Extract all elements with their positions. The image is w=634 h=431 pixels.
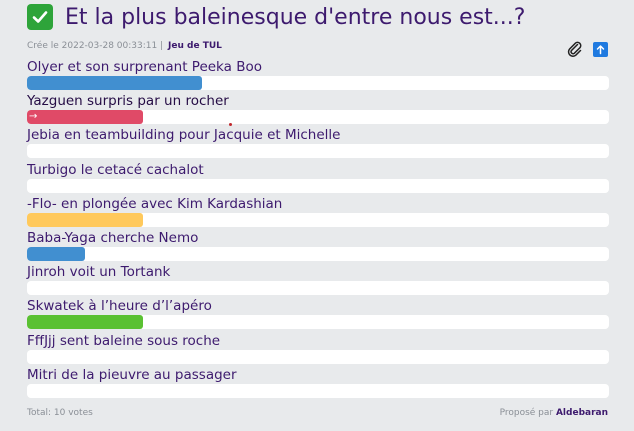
arrow-right-icon: → [29, 111, 38, 123]
poll-meta: Crée le 2022-03-28 00:33:11 | Jeu de TUL [27, 41, 222, 51]
vote-bar-track [27, 315, 609, 330]
vote-bar-track [27, 349, 609, 364]
marker-dot [229, 123, 232, 126]
game-author[interactable]: Jeu de TUL [168, 41, 222, 51]
poll-proposer: Proposé par Aldebaran [500, 408, 608, 418]
vote-bar-fill [27, 246, 85, 261]
vote-bar-fill [27, 315, 143, 330]
poll-option[interactable]: Olyer et son surprenant Peeka Boo [27, 58, 609, 92]
vote-bar-fill [27, 110, 143, 125]
poll-options: Olyer et son surprenant Peeka Boo Yazguen… [27, 58, 609, 400]
poll-option[interactable]: Jebia en teambuilding pour Jacquie et Mi… [27, 126, 609, 160]
vote-bar-track [27, 383, 609, 398]
vote-bar-track [27, 212, 609, 227]
vote-bar-track [27, 76, 609, 90]
poll-tools [567, 41, 608, 57]
vote-bar-track [27, 178, 609, 193]
proposer-name[interactable]: Aldebaran [555, 408, 608, 418]
option-label: Mitri de la pieuvre au passager [27, 366, 237, 383]
paperclip-icon[interactable] [567, 41, 583, 57]
vote-bar-track [27, 281, 609, 296]
poll-option[interactable]: FffJjj sent baleine sous roche [27, 332, 609, 366]
poll-option[interactable]: -Flo- en plongée avec Kim Kardashian [27, 195, 609, 229]
option-label: Turbigo le cetacé cachalot [27, 161, 204, 178]
option-label: Jebia en teambuilding pour Jacquie et Mi… [27, 127, 341, 144]
option-label: Yazguen surpris par un rocher [27, 93, 229, 110]
vote-bar-track [27, 144, 609, 159]
poll-option[interactable]: Yazguen surpris par un rocher → [27, 92, 609, 126]
vote-bar-track [27, 246, 609, 261]
meta-separator: | [160, 41, 164, 51]
option-label: -Flo- en plongée avec Kim Kardashian [27, 195, 283, 212]
poll-option[interactable]: Skwatek à l’heure d’l’apéro [27, 297, 609, 331]
created-prefix: Crée le [27, 41, 59, 51]
proposed-by-label: Proposé par [499, 408, 554, 418]
poll-option[interactable]: Jinroh voit un Tortank [27, 263, 609, 297]
option-label: Jinroh voit un Tortank [27, 264, 171, 281]
created-date: 2022-03-28 00:33:11 [61, 41, 158, 51]
total-votes: Total: 10 votes [27, 408, 93, 418]
poll-option[interactable]: Turbigo le cetacé cachalot [27, 161, 609, 195]
poll-option[interactable]: Baba-Yaga cherche Nemo [27, 229, 609, 263]
option-label: Olyer et son surprenant Peeka Boo [27, 59, 262, 75]
vote-bar-track: → [27, 110, 609, 125]
poll-title: Et la plus baleinesque d'entre nous est.… [65, 4, 526, 30]
vote-bar-fill [27, 212, 143, 227]
option-label: FffJjj sent baleine sous roche [27, 332, 221, 349]
vote-bar-fill [27, 76, 202, 90]
upload-arrow-icon[interactable] [593, 41, 608, 57]
check-icon [27, 4, 53, 30]
poll-header: Et la plus baleinesque d'entre nous est.… [27, 4, 525, 30]
option-label: Skwatek à l’heure d’l’apéro [27, 298, 212, 315]
option-label: Baba-Yaga cherche Nemo [27, 229, 199, 246]
poll-option[interactable]: Mitri de la pieuvre au passager [27, 366, 609, 400]
